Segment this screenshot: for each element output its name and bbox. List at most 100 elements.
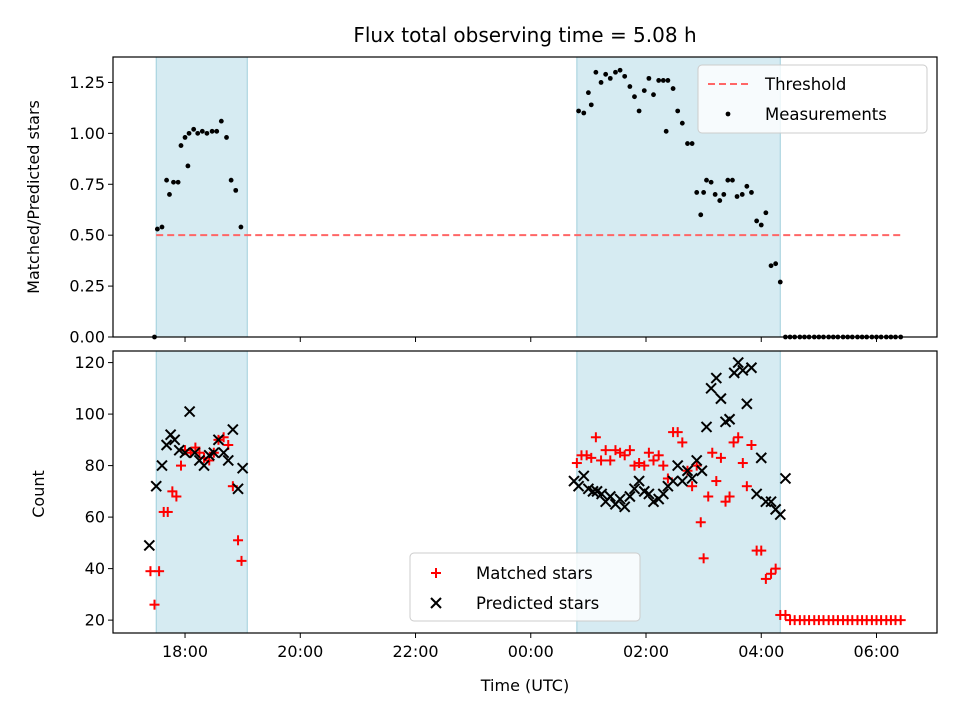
- top-legend-box: [697, 64, 928, 134]
- measurement-point: [199, 128, 205, 134]
- measurement-point: [182, 135, 188, 140]
- x-tick-label: 00:00: [508, 642, 554, 661]
- y-tick-label: 120: [74, 353, 105, 372]
- legend-predicted-swatch: [430, 597, 442, 609]
- matched-star-point: [895, 615, 906, 626]
- predicted-star-point: [222, 454, 234, 467]
- measurement-point: [598, 80, 604, 85]
- predicted-star-point: [700, 421, 713, 433]
- matched-star-point: [236, 555, 247, 566]
- predicted-star-point: [208, 447, 220, 459]
- predicted-star-point: [774, 508, 786, 521]
- measurement-point: [224, 135, 229, 140]
- top-x-ticks: [184, 337, 877, 342]
- bottom-panel: 20 40 60 80 100 120 18:00 20:00 22:00 00:00 02:00…: [29, 350, 938, 695]
- measurement-point: [632, 94, 637, 100]
- matched-star-point: [728, 437, 739, 448]
- bottom-x-ticks: 18:00 20:00 22:00 00:00 02:00 04:00 06:00: [162, 633, 900, 661]
- measurement-point: [641, 88, 647, 93]
- predicted-star-point: [671, 459, 684, 472]
- measurement-point: [607, 75, 613, 81]
- measurement-point: [679, 120, 685, 126]
- matched-star-point: [737, 458, 748, 469]
- measurement-point: [689, 141, 695, 146]
- bottom-plot-frame: [112, 350, 938, 634]
- measurement-point: [233, 187, 239, 193]
- measurement-point: [154, 226, 160, 232]
- y-tick-label: 0.00: [69, 328, 105, 347]
- matched-star-point: [691, 460, 702, 471]
- measurement-point: [164, 177, 169, 183]
- predicted-star-point: [595, 488, 608, 500]
- bottom-y-ticks: 20 40 60 80 100 120: [74, 353, 113, 630]
- matched-star-point: [724, 491, 735, 502]
- predicted-star-point: [765, 495, 777, 508]
- matched-star-point: [639, 460, 650, 471]
- predicted-star-point: [745, 362, 758, 374]
- y-tick-label: 0.25: [69, 277, 105, 296]
- matched-star-point: [770, 563, 781, 574]
- measurement-point: [734, 194, 740, 199]
- predicted-star-point: [179, 447, 191, 459]
- predicted-star-point: [628, 483, 641, 495]
- predicted-star-point: [189, 447, 201, 459]
- predicted-star-point: [143, 539, 156, 552]
- predicted-star-point: [715, 392, 727, 405]
- matched-star-point: [695, 517, 706, 528]
- predicted-star-point: [755, 452, 767, 464]
- y-tick-label: 20: [85, 611, 105, 630]
- y-tick-label: 0.50: [69, 226, 105, 245]
- matched-star-point: [167, 486, 178, 497]
- measurement-point: [238, 224, 244, 230]
- matched-star-point: [648, 455, 659, 466]
- predicted-star-point: [741, 398, 753, 410]
- measurement-point: [660, 78, 666, 83]
- bottom-legend: Matched stars Predicted stars: [409, 552, 641, 622]
- measurement-point: [749, 190, 754, 195]
- predicted-star-point: [728, 367, 740, 379]
- predicted-star-point: [723, 413, 736, 425]
- measurement-point: [576, 108, 581, 114]
- measurement-point: [178, 143, 184, 148]
- measurement-point: [670, 86, 676, 91]
- matched-star-point: [634, 458, 645, 469]
- measurement-point: [777, 279, 783, 285]
- predicted-star-point: [614, 493, 626, 505]
- matched-star-point: [766, 568, 777, 579]
- matched-star-point: [741, 481, 752, 492]
- x-tick-label: 22:00: [392, 642, 438, 661]
- matched-star-point: [756, 545, 767, 556]
- bottom-legend-box: [409, 552, 641, 622]
- y-tick-label: 60: [85, 508, 105, 527]
- measurement-point: [175, 179, 181, 185]
- matched-star-point: [703, 491, 714, 502]
- legend-measurements-label: Measurements: [765, 105, 887, 124]
- x-tick-label: 04:00: [738, 642, 784, 661]
- top-y-ticks: 0.00 0.25 0.50 0.75 1.00 1.25: [69, 73, 113, 347]
- measurement-point: [725, 177, 731, 183]
- legend-matched-swatch: [431, 568, 441, 578]
- matched-star-point: [600, 445, 611, 456]
- predicted-star-point: [578, 470, 590, 482]
- predicted-star-point: [198, 459, 210, 472]
- measurement-point: [204, 130, 210, 136]
- measurement-point: [665, 78, 671, 83]
- measurement-point: [159, 224, 165, 230]
- predicted-star-point: [227, 423, 239, 436]
- x-axis-label: Time (UTC): [480, 676, 569, 695]
- measurement-point: [191, 126, 197, 132]
- matched-star-point: [698, 553, 709, 564]
- observing-span: [155, 56, 248, 338]
- y-tick-label: 80: [85, 456, 105, 475]
- matched-star-point: [175, 460, 186, 471]
- measurement-point: [581, 110, 587, 116]
- measurement-point: [228, 177, 234, 183]
- predicted-star-point: [657, 488, 670, 500]
- measurement-point: [744, 183, 750, 189]
- measurement-point: [593, 69, 599, 75]
- measurement-point: [685, 141, 690, 146]
- measurement-point: [167, 192, 172, 197]
- measurement-point: [712, 192, 718, 197]
- predicted-star-point: [676, 475, 689, 487]
- predicted-star-point: [173, 444, 185, 456]
